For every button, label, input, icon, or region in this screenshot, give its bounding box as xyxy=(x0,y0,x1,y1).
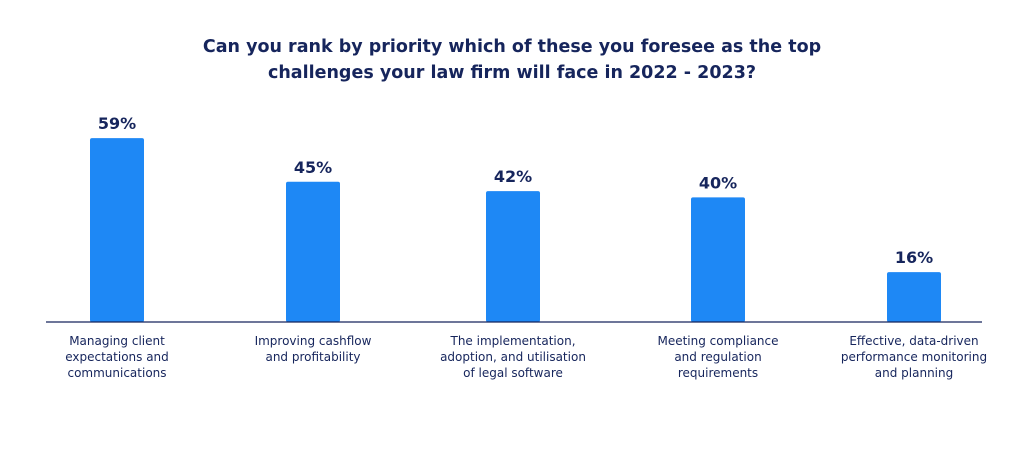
category-label-2: Improving cashflow and profitability xyxy=(254,334,372,364)
category-label-3: The implementation, adoption, and utilis… xyxy=(440,334,586,380)
value-label-2: 45% xyxy=(294,158,332,177)
value-labels-group: 59% 45% 42% 40% 16% xyxy=(98,114,933,267)
bar-5 xyxy=(887,272,941,322)
value-label-3: 42% xyxy=(494,167,532,186)
category-label-4: Meeting compliance and regulation requir… xyxy=(657,334,779,380)
category-label-1: Managing client expectations and communi… xyxy=(65,334,169,380)
bar-1 xyxy=(90,138,144,322)
value-label-1: 59% xyxy=(98,114,136,133)
bars-group xyxy=(90,138,941,322)
bar-2 xyxy=(286,181,340,322)
chart-title: Can you rank by priority which of these … xyxy=(202,37,822,83)
bar-3 xyxy=(486,191,540,322)
bar-4 xyxy=(691,197,745,322)
value-label-5: 16% xyxy=(895,248,933,267)
category-label-5: Effective, data-driven performance monit… xyxy=(840,334,988,380)
value-label-4: 40% xyxy=(699,173,737,192)
